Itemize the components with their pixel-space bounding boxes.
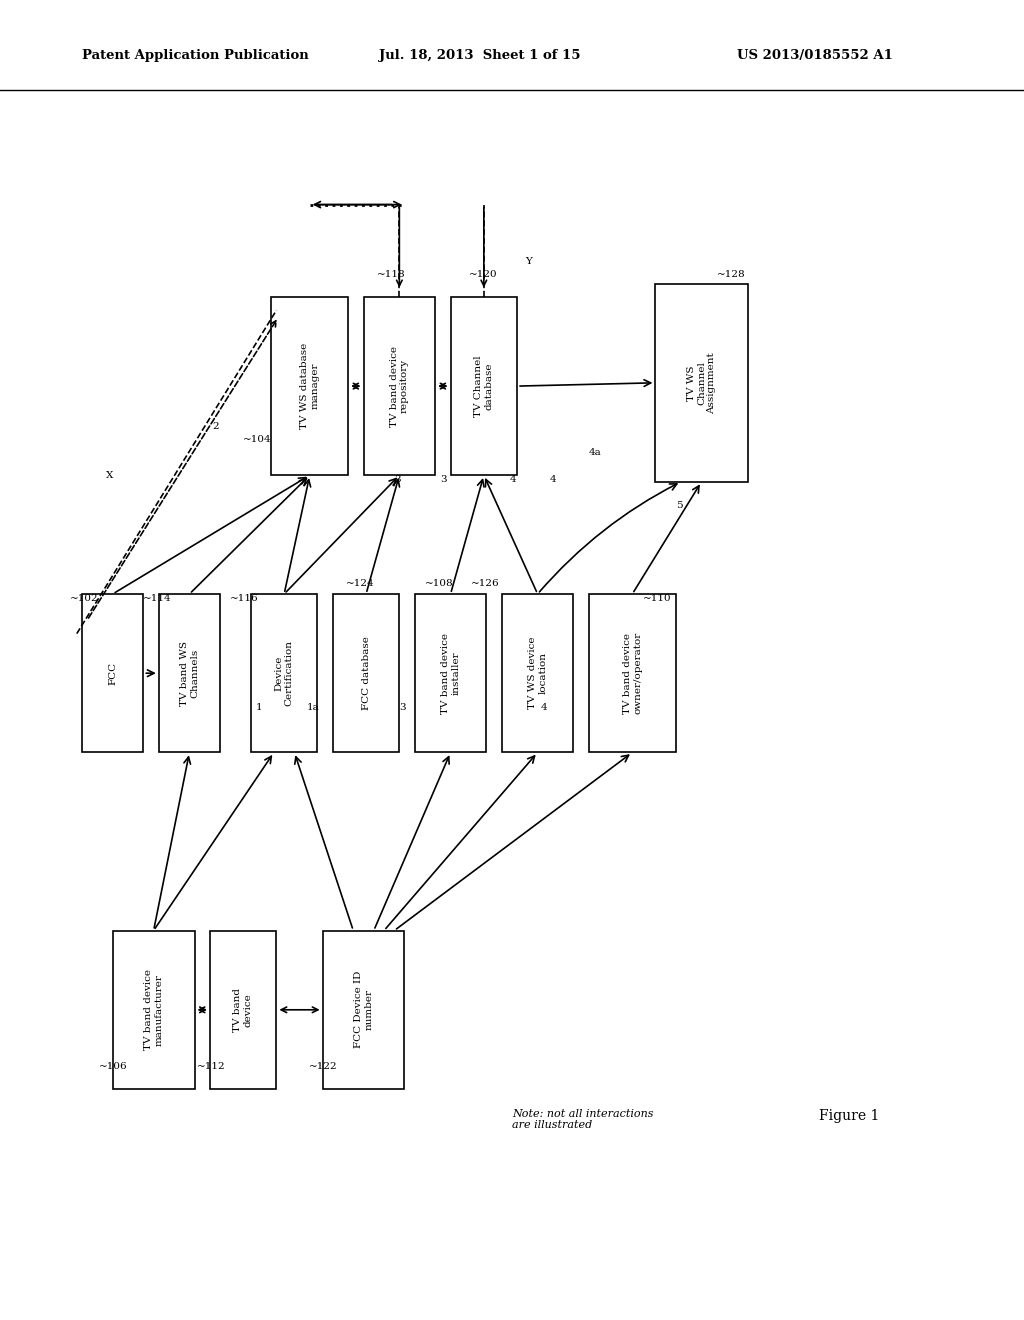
Text: Jul. 18, 2013  Sheet 1 of 15: Jul. 18, 2013 Sheet 1 of 15	[379, 49, 581, 62]
Text: ~110: ~110	[643, 594, 672, 603]
FancyBboxPatch shape	[159, 594, 220, 752]
Text: 4: 4	[541, 704, 547, 713]
Text: 4: 4	[510, 475, 516, 484]
Text: ~116: ~116	[230, 594, 259, 603]
Text: TV Channel
database: TV Channel database	[474, 355, 494, 417]
Text: TV band device
manufacturer: TV band device manufacturer	[144, 969, 163, 1051]
Text: Device
Certification: Device Certification	[274, 640, 294, 706]
Text: 1a: 1a	[307, 704, 319, 713]
Text: X: X	[105, 471, 113, 480]
FancyBboxPatch shape	[113, 931, 195, 1089]
Text: TV band WS
Channels: TV band WS Channels	[180, 640, 199, 706]
Text: 1: 1	[256, 704, 262, 713]
FancyBboxPatch shape	[415, 594, 486, 752]
Text: 4a: 4a	[589, 449, 601, 458]
FancyBboxPatch shape	[451, 297, 517, 475]
Text: ~106: ~106	[99, 1063, 128, 1072]
Text: ~104: ~104	[243, 436, 271, 445]
Text: ~102: ~102	[70, 594, 98, 603]
Text: ~122: ~122	[309, 1063, 338, 1072]
Text: TV band device
repository: TV band device repository	[390, 346, 409, 426]
Text: 3: 3	[440, 475, 446, 484]
FancyBboxPatch shape	[82, 594, 143, 752]
Text: ~120: ~120	[469, 271, 498, 280]
Text: 4: 4	[550, 475, 556, 484]
FancyBboxPatch shape	[502, 594, 573, 752]
Text: Y: Y	[525, 257, 532, 267]
Text: TV WS database
manager: TV WS database manager	[300, 343, 319, 429]
Text: ~114: ~114	[143, 594, 172, 603]
Text: 2: 2	[212, 422, 218, 432]
Text: Figure 1: Figure 1	[819, 1109, 880, 1123]
FancyBboxPatch shape	[333, 594, 399, 752]
Text: TV WS
Channel
Assignment: TV WS Channel Assignment	[686, 352, 717, 413]
Text: ~108: ~108	[425, 579, 454, 589]
FancyBboxPatch shape	[271, 297, 348, 475]
Text: TV band device
owner/operator: TV band device owner/operator	[623, 632, 642, 714]
Text: FCC Device ID
number: FCC Device ID number	[354, 972, 373, 1048]
Text: TV band device
installer: TV band device installer	[441, 632, 460, 714]
Text: ~112: ~112	[197, 1063, 225, 1072]
Text: ~128: ~128	[717, 271, 745, 280]
FancyBboxPatch shape	[655, 284, 748, 482]
FancyBboxPatch shape	[589, 594, 676, 752]
Text: FCC database: FCC database	[361, 636, 371, 710]
Text: ~124: ~124	[346, 579, 375, 589]
Text: TV band
device: TV band device	[233, 987, 253, 1032]
Text: 5: 5	[676, 502, 682, 511]
FancyBboxPatch shape	[210, 931, 276, 1089]
Text: Patent Application Publication: Patent Application Publication	[82, 49, 308, 62]
FancyBboxPatch shape	[323, 931, 404, 1089]
Text: US 2013/0185552 A1: US 2013/0185552 A1	[737, 49, 893, 62]
FancyBboxPatch shape	[364, 297, 435, 475]
FancyBboxPatch shape	[251, 594, 317, 752]
Text: FCC: FCC	[109, 661, 117, 685]
Text: ~118: ~118	[377, 271, 406, 280]
Text: TV WS device
location: TV WS device location	[528, 638, 547, 709]
Text: Note: not all interactions
are illustrated: Note: not all interactions are illustrat…	[512, 1109, 653, 1130]
Text: 3: 3	[399, 704, 406, 713]
Text: 3: 3	[394, 475, 400, 484]
Text: ~126: ~126	[471, 579, 500, 589]
